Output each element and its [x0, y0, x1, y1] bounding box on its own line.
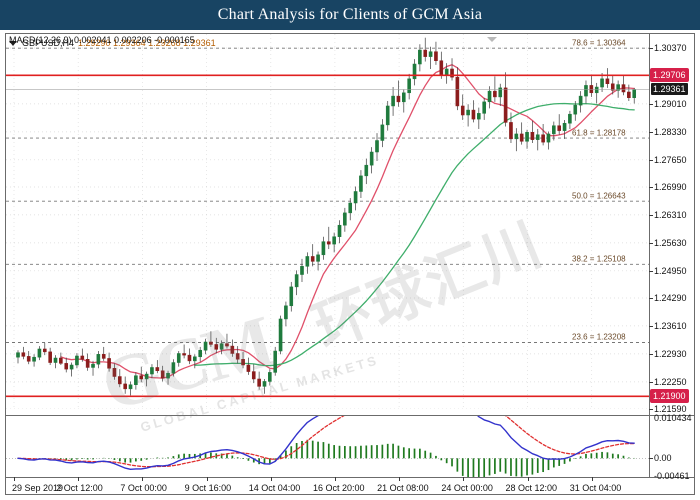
fibonacci-level-label: 38.2 = 1.25108 [572, 254, 626, 264]
price-axis-tick [649, 270, 653, 272]
price-axis-tick [649, 214, 653, 216]
price-axis-label: 1.22930 [654, 348, 687, 359]
price-axis-label: 1.24290 [654, 292, 687, 303]
chart-frame: GCM GLOBAL CAPITAL MARKETS 环球汇川 GBPUSD,H… [5, 33, 695, 495]
window-title-bar: Chart Analysis for Clients of GCM Asia [0, 0, 700, 30]
price-axis-label: 1.24950 [654, 265, 687, 276]
fibonacci-level-label: 50.0 = 1.26643 [572, 191, 626, 201]
date-axis-tick [527, 477, 529, 481]
date-axis-tick [463, 477, 465, 481]
price-axis-tick [649, 103, 653, 105]
date-axis-tick [334, 477, 336, 481]
date-axis-tick [78, 477, 80, 481]
macd-axis-label: -0.00461 [654, 471, 690, 481]
price-axis-tick [649, 159, 653, 161]
price-axis-tick [649, 381, 653, 383]
price-axis-label: 1.26990 [654, 181, 687, 192]
date-axis-label: 2 Oct 12:00 [56, 483, 103, 493]
macd-axis-label: 0.00 [654, 453, 672, 464]
price-axis-label: 1.27650 [654, 154, 687, 165]
price-axis-tick [649, 47, 653, 49]
date-axis-label: 29 Sep 2019 [12, 483, 64, 493]
date-axis-label: 24 Oct 00:00 [441, 483, 493, 493]
price-axis-label: 1.26310 [654, 209, 687, 220]
price-axis-tick [649, 186, 653, 188]
date-axis-label: 9 Oct 16:00 [184, 483, 232, 493]
date-axis-label: 21 Oct 08:00 [377, 483, 429, 493]
date-axis-tick [270, 477, 272, 481]
page-title: Chart Analysis for Clients of GCM Asia [217, 6, 483, 23]
date-axis-tick [206, 477, 208, 481]
price-badge-current: 1.29361 [651, 83, 688, 96]
date-axis-tick [591, 477, 593, 481]
date-axis-tick [142, 477, 144, 481]
price-axis-label: 1.22250 [654, 376, 687, 387]
date-axis-label: 28 Oct 12:00 [505, 483, 558, 493]
price-axis-tick [649, 409, 653, 410]
price-axis-tick [649, 131, 653, 133]
date-axis-tick [14, 477, 15, 481]
price-axis-tick [649, 297, 653, 299]
pane-divider [6, 415, 694, 416]
fibonacci-level-label: 61.8 = 1.28178 [572, 128, 626, 138]
chevron-down-icon[interactable] [9, 40, 17, 46]
price-axis-label: 1.29010 [654, 98, 687, 109]
price-badge-level: 1.21900 [651, 390, 688, 403]
chart-scroll-caret-icon[interactable] [487, 37, 497, 42]
price-axis-tick [649, 353, 653, 355]
macd-chart-canvas [6, 416, 649, 477]
symbol-ohlc-values: 1.29290 1.29364 1.29268 1.29361 [78, 38, 216, 48]
fibonacci-level-label: 23.6 = 1.23208 [572, 332, 626, 342]
date-axis-divider [6, 477, 694, 478]
price-axis-label: 1.30370 [654, 42, 687, 53]
date-axis-label: 7 Oct 00:00 [120, 483, 167, 493]
price-axis-tick [649, 325, 653, 327]
macd-axis-label: 0.010434 [654, 413, 692, 423]
price-chart-canvas [6, 34, 649, 409]
symbol-header[interactable]: GBPUSD,H4 1.29290 1.29364 1.29268 1.2936… [9, 36, 216, 50]
price-axis-divider [649, 34, 650, 477]
macd-indicator-label: MACD(12,26,9) 0.002041 0.002206 -0.00016… [9, 35, 195, 45]
macd-axis-tick [649, 458, 653, 460]
date-axis-tick [399, 477, 401, 481]
fibonacci-level-label: 78.6 = 1.30364 [572, 38, 626, 48]
price-axis-label: 1.23610 [654, 320, 687, 331]
date-axis-label: 14 Oct 04:00 [248, 483, 301, 493]
price-axis-label: 1.21590 [654, 404, 687, 414]
price-axis-label: 1.28330 [654, 126, 687, 137]
symbol-label: GBPUSD,H4 [22, 38, 75, 48]
macd-pane[interactable] [6, 416, 649, 477]
price-pane[interactable] [6, 34, 649, 409]
date-axis-label: 31 Oct 04:00 [569, 483, 622, 493]
price-axis-label: 1.25630 [654, 237, 687, 248]
price-badge-level: 1.29706 [651, 69, 688, 82]
price-axis-tick [649, 242, 653, 244]
date-axis-label: 16 Oct 20:00 [312, 483, 365, 493]
